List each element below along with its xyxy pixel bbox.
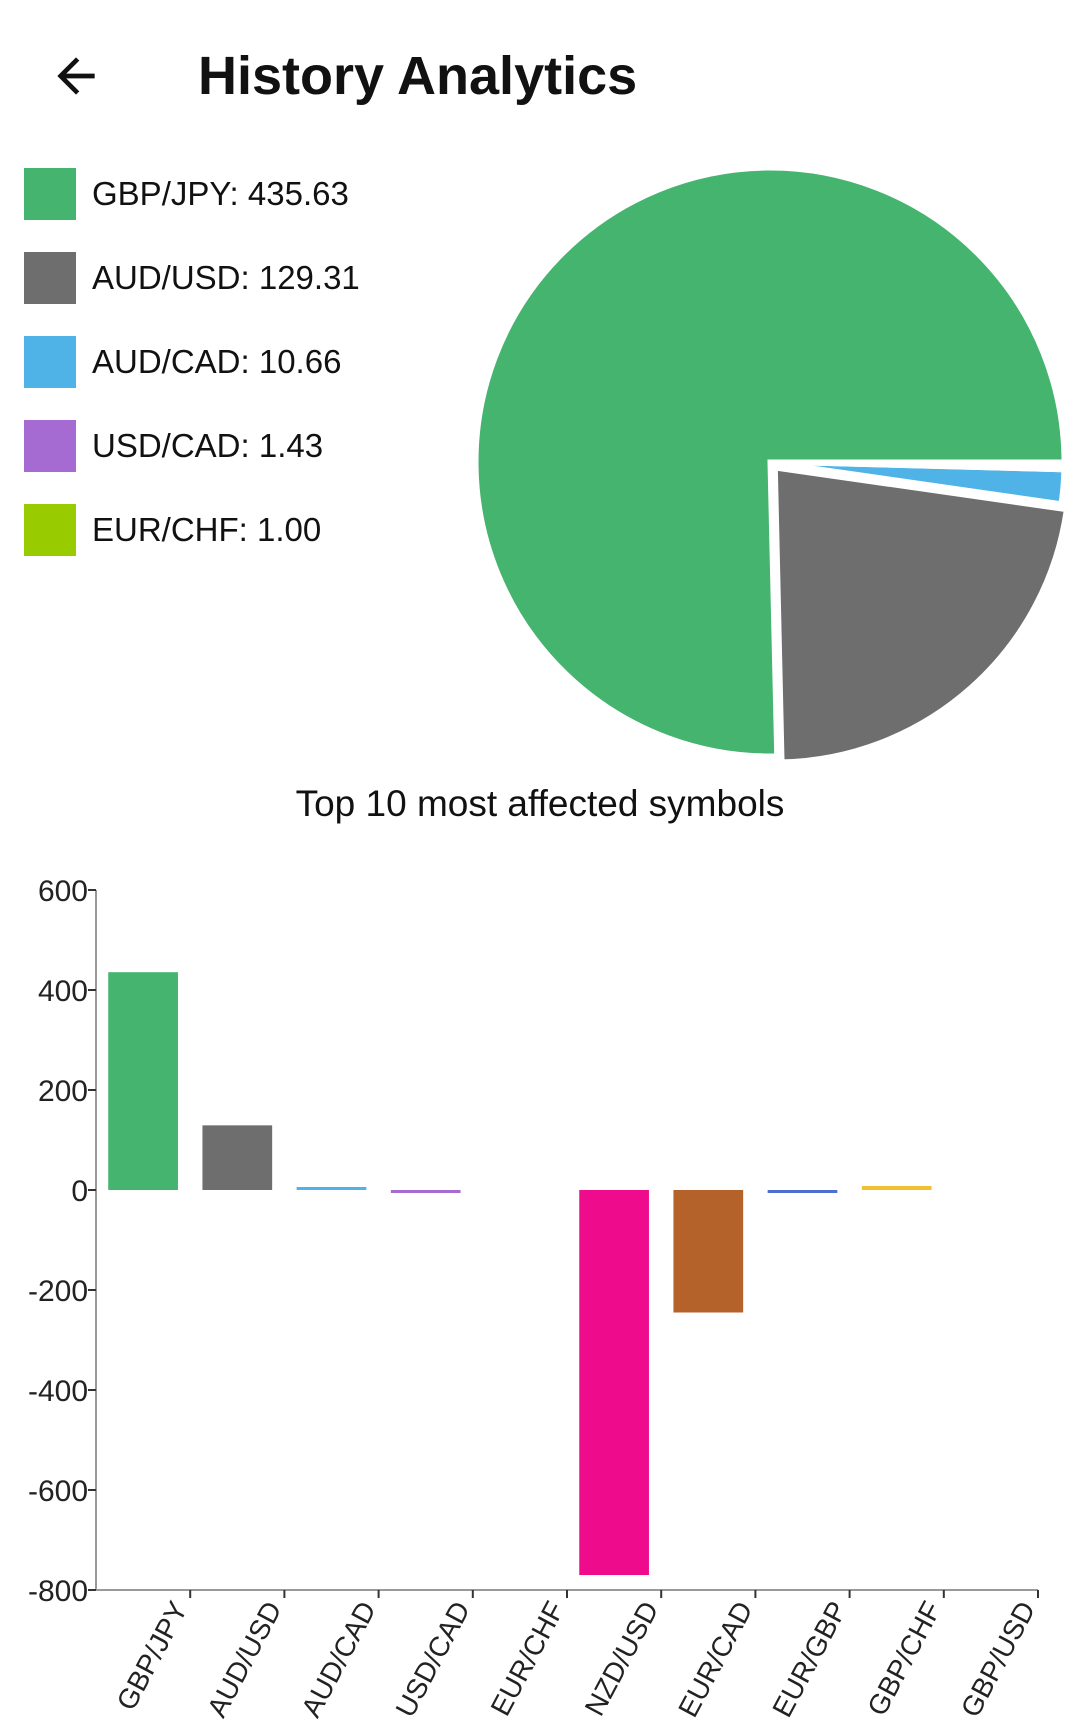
x-tick-label: GBP/CHF — [861, 1596, 947, 1720]
app-bar: History Analytics — [0, 0, 1080, 150]
bar-aud-cad — [296, 1187, 367, 1190]
bar-eur-cad — [673, 1190, 744, 1313]
legend-item-gbp-jpy: GBP/JPY: 435.63 — [24, 168, 349, 220]
x-tick-label: AUD/USD — [201, 1596, 288, 1722]
bar-chart-title: Top 10 most affected symbols — [295, 783, 785, 824]
legend-swatch — [24, 336, 76, 388]
legend-swatch — [24, 420, 76, 472]
legend-swatch — [24, 252, 76, 304]
legend-item-aud-cad: AUD/CAD: 10.66 — [24, 336, 341, 388]
legend-item-aud-usd: AUD/USD: 129.31 — [24, 252, 360, 304]
x-tick-label: EUR/CAD — [672, 1596, 759, 1722]
legend-item-eur-chf: EUR/CHF: 1.00 — [24, 504, 321, 556]
x-tick-label: NZD/USD — [579, 1596, 665, 1720]
pie-slice-eur-chf — [769, 459, 1067, 468]
legend-label: USD/CAD: 1.43 — [92, 427, 324, 464]
y-tick-label: -800 — [28, 1575, 88, 1608]
back-button[interactable] — [36, 36, 116, 116]
y-tick-label: 0 — [71, 1175, 88, 1208]
x-tick-label: EUR/CHF — [484, 1596, 570, 1720]
x-tick-label: GBP/USD — [955, 1596, 1042, 1722]
legend-label: EUR/CHF: 1.00 — [92, 511, 322, 548]
bar-eur-gbp — [767, 1190, 838, 1193]
legend-item-usd-cad: USD/CAD: 1.43 — [24, 420, 323, 472]
pie-chart — [473, 165, 1070, 765]
bar-aud-usd — [202, 1125, 273, 1190]
legend-swatch — [24, 504, 76, 556]
x-tick-label: GBP/JPY — [111, 1596, 194, 1715]
legend-label: AUD/CAD: 10.66 — [92, 343, 342, 380]
legend-swatch — [24, 168, 76, 220]
pie-slice-aud-usd — [772, 465, 1070, 765]
x-tick-label: USD/CAD — [390, 1596, 477, 1722]
page-title: History Analytics — [198, 46, 638, 106]
legend-label: AUD/USD: 129.31 — [92, 259, 360, 296]
bar-usd-cad — [390, 1190, 461, 1193]
y-tick-label: -200 — [28, 1275, 88, 1308]
x-tick-label: EUR/GBP — [766, 1596, 853, 1722]
bar-gbp-jpy — [108, 972, 178, 1190]
y-tick-label: 600 — [38, 875, 88, 908]
y-tick-label: -400 — [28, 1375, 88, 1408]
bar-gbp-chf — [861, 1186, 932, 1190]
arrow-left-icon — [57, 57, 95, 95]
y-tick-label: 400 — [38, 975, 88, 1008]
bar-chart: 600 400 200 0 -200 -400 -600 -800 GBP/JPY AUD/USD… — [28, 875, 1042, 1722]
legend-label: GBP/JPY: 435.63 — [92, 175, 349, 212]
x-tick-label: AUD/CAD — [295, 1596, 382, 1722]
bar-nzd-usd — [579, 1190, 649, 1575]
y-tick-label: -600 — [28, 1475, 88, 1508]
y-tick-label: 200 — [38, 1075, 88, 1108]
